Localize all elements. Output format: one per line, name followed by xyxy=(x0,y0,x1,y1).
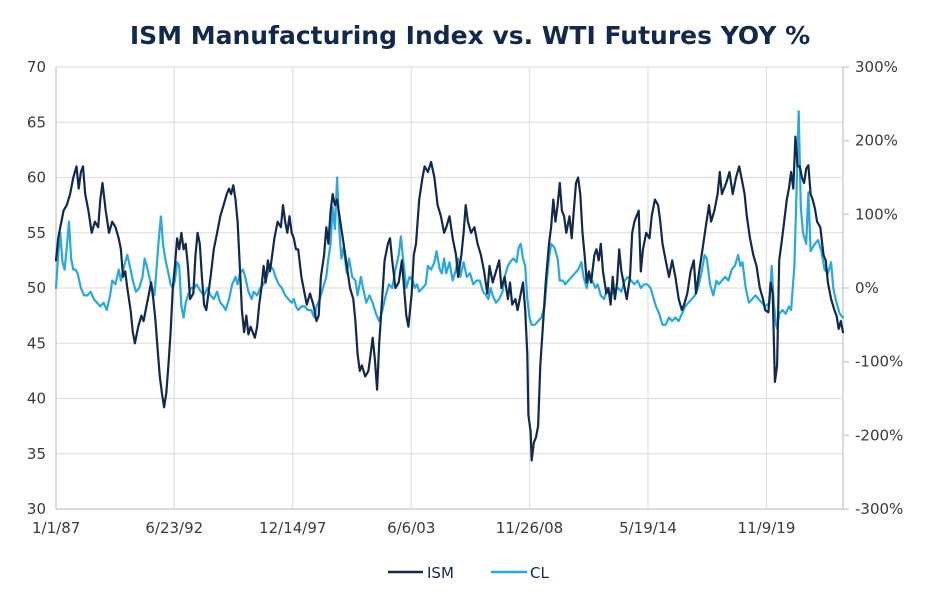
legend-item-cl[interactable]: CL xyxy=(491,564,549,582)
legend-item-ism[interactable]: ISM xyxy=(388,564,454,582)
x-tick-label: 11/26/08 xyxy=(496,519,563,537)
y-left-tick-label: 30 xyxy=(27,500,46,518)
y-right-tick-label: 0% xyxy=(855,279,879,297)
series-line-cl xyxy=(54,110,845,330)
y-axis-right-ticks: -300% -200% -100% 0% 100% 200% 300% xyxy=(855,58,903,518)
x-tick-label: 1/1/87 xyxy=(32,519,80,537)
y-right-tick-label: 300% xyxy=(855,58,898,76)
series-layer xyxy=(54,110,845,462)
x-tick-label: 5/19/14 xyxy=(619,519,677,537)
chart-title: ISM Manufacturing Index vs. WTI Futures … xyxy=(130,21,810,50)
y-right-tick-label: 100% xyxy=(855,205,898,223)
legend-label-ism: ISM xyxy=(427,564,454,582)
legend-label-cl: CL xyxy=(530,564,549,582)
y-left-tick-label: 70 xyxy=(27,58,46,76)
y-left-tick-label: 45 xyxy=(27,334,46,352)
x-tick-label: 6/6/03 xyxy=(387,519,435,537)
y-left-tick-label: 55 xyxy=(27,224,46,242)
y-right-tick-label: -200% xyxy=(855,426,903,444)
y-right-tick-label: -300% xyxy=(855,500,903,518)
y-axis-left-ticks: 30 35 40 45 50 55 60 65 70 xyxy=(27,58,46,518)
y-left-tick-label: 40 xyxy=(27,390,46,408)
y-right-tick-label: 200% xyxy=(855,132,898,150)
y-left-tick-label: 35 xyxy=(27,445,46,463)
x-axis-ticks: 1/1/87 6/23/92 12/14/97 6/6/03 11/26/08 5/19/… xyxy=(32,519,795,537)
legend: ISM CL xyxy=(388,564,549,582)
gridlines xyxy=(56,66,843,509)
y-left-tick-label: 60 xyxy=(27,169,46,187)
y-right-tick-label: -100% xyxy=(855,353,903,371)
x-tick-label: 12/14/97 xyxy=(259,519,326,537)
series-line-ism xyxy=(54,135,845,462)
y-left-tick-label: 50 xyxy=(27,279,46,297)
x-tick-label: 6/23/92 xyxy=(145,519,203,537)
y-left-tick-label: 65 xyxy=(27,113,46,131)
x-tick-label: 11/9/19 xyxy=(738,519,796,537)
